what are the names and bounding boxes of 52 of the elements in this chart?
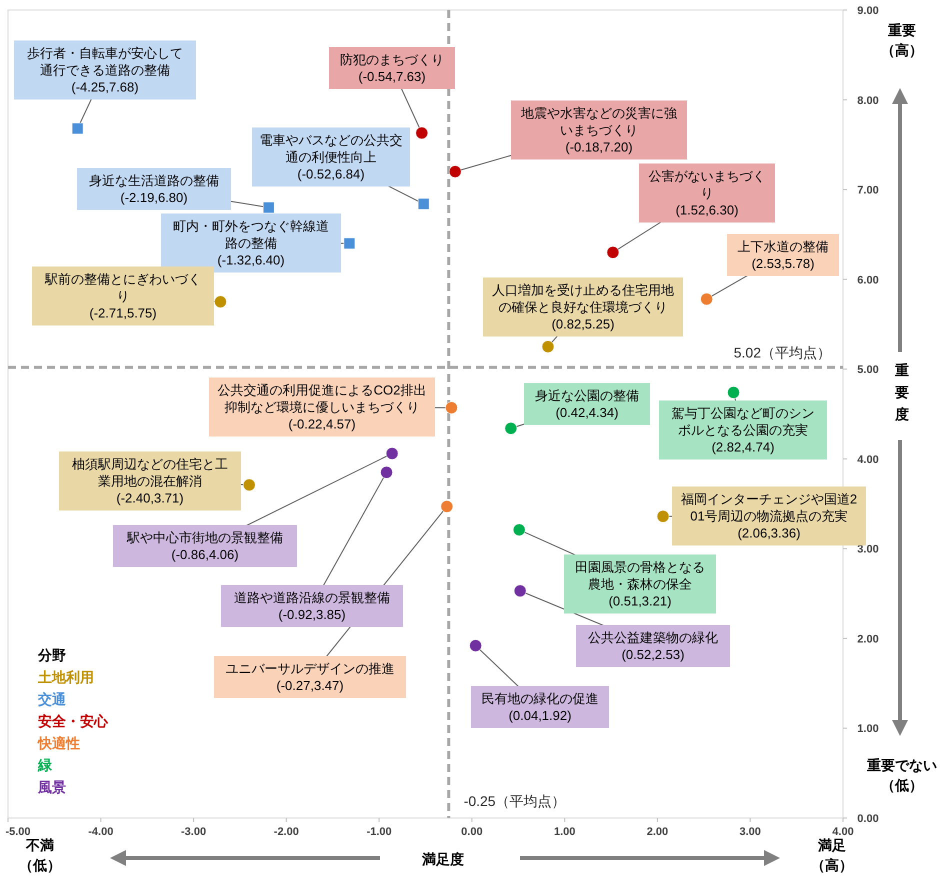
y-tick-label: 6.00 <box>857 274 879 286</box>
text: 風景 <box>37 779 66 795</box>
y-tick-label: 4.00 <box>857 454 879 466</box>
y-tick-label: 5.00 <box>857 364 879 376</box>
y-tick-label: 7.00 <box>857 184 879 197</box>
annotation: 上下水道の整備(2.53,5.78) <box>738 239 828 271</box>
annotation: 公害がないまちづくり(1.52,6.30) <box>648 168 766 218</box>
y-tick-label: 8.00 <box>857 94 879 107</box>
text: 交通 <box>37 691 67 707</box>
x-tick-label: -4.00 <box>88 826 114 838</box>
y-axis-title: 重要度 <box>894 362 909 422</box>
x-tick-label: 0.00 <box>461 826 483 838</box>
annotation: 民有地の緑化の促進(0.04,1.92) <box>482 691 598 723</box>
x-tick-label: -1.00 <box>366 826 392 838</box>
legend-title: 分野 <box>37 647 66 663</box>
x-tick-label: 1.00 <box>554 826 576 838</box>
annotation: 地震や水害などの災害に強いまちづくり(-0.18,7.20) <box>520 106 677 154</box>
x-tick-label: -5.00 <box>5 826 31 838</box>
x-tick-label: 2.00 <box>646 826 668 838</box>
x-tick-label: -2.00 <box>274 826 299 838</box>
annotation: 電車やバスなどの公共交通の利便性向上(-0.52,6.84) <box>260 132 402 182</box>
annotation: 防犯のまちづくり(-0.54,7.63) <box>340 52 444 84</box>
text: 不満（低） <box>19 837 61 873</box>
annotation: 公共公益建築物の緑化(0.52,2.53) <box>588 630 718 662</box>
y-tick-label: 3.00 <box>857 544 879 556</box>
text: 安全・安心 <box>38 713 109 729</box>
y-tick-label: 2.00 <box>857 633 879 646</box>
text: 緑 <box>37 757 53 773</box>
annotation: 歩行者・自転車が安心して通行できる道路の整備(-4.25,7.68) <box>27 46 183 94</box>
x-tick-label: -3.00 <box>181 826 206 838</box>
annotation: 駕与丁公園など町のシンボルとなる公園の充実(2.82,4.74) <box>672 406 814 454</box>
text: 重要でない（低） <box>866 757 937 793</box>
text: 重要（高） <box>881 22 923 58</box>
x-axis-title: 満足度 <box>421 851 464 867</box>
annotation: 田園風景の骨格となる農地・森林の保全(0.51,3.21) <box>575 560 705 608</box>
ref-line-label: -0.25（平均点） <box>464 793 566 809</box>
x-tick-label: 3.00 <box>740 826 761 838</box>
y-tick-label: 0.00 <box>857 813 879 825</box>
text: 快適性 <box>37 735 80 751</box>
y-tick-label: 1.00 <box>857 723 879 736</box>
x-tick-label: 4.00 <box>832 826 854 838</box>
annotation: 身近な公園の整備(0.42,4.34) <box>535 388 639 420</box>
text: 満足（高） <box>811 837 853 873</box>
y-tick-label: 9.00 <box>857 5 879 17</box>
annotation: 道路や道路沿線の景観整備(-0.92,3.85) <box>234 590 390 622</box>
text: 土地利用 <box>37 669 94 685</box>
annotation: 駅や中心市街地の景観整備(-0.86,4.06) <box>126 530 283 562</box>
annotation: 駅前の整備とにぎわいづくり(-2.71,5.75) <box>44 272 201 320</box>
ref-line-label: 5.02（平均点） <box>734 344 831 360</box>
annotation: ユニバーサルデザインの推進(-0.27,3.47) <box>226 661 394 693</box>
annotation: 人口増加を受け止める住宅用地の確保と良好な住環境づくり(0.82,5.25) <box>492 282 674 332</box>
annotation: 身近な生活道路の整備(-2.19,6.80) <box>89 173 219 205</box>
